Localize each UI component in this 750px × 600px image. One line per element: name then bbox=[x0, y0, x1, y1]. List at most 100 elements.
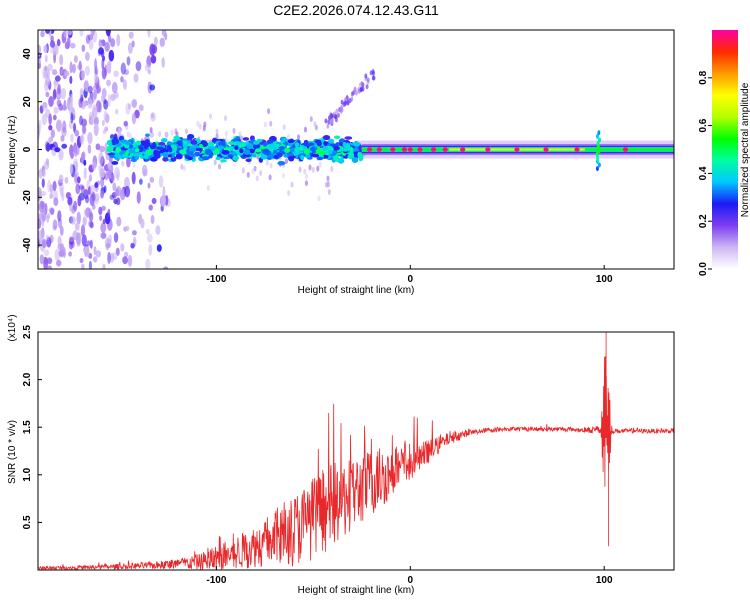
spectrogram-noise-blob bbox=[102, 264, 106, 269]
spectrogram-noise-blob bbox=[141, 164, 148, 177]
spectrogram-noise-blob bbox=[107, 251, 111, 264]
spectrogram-noise-blob bbox=[224, 130, 228, 137]
spectrogram-noise-blob bbox=[135, 61, 142, 72]
spectrogram-noise-blob bbox=[52, 88, 57, 101]
snr-plot-area bbox=[38, 332, 674, 570]
spectrogram-noise-blob bbox=[95, 250, 102, 258]
figure-title: C2E2.2026.074.12.43.G11 bbox=[273, 2, 439, 18]
spectrogram-noise-blob bbox=[85, 34, 91, 44]
spectrogram-noise-blob bbox=[145, 228, 150, 235]
spectrogram-ylabel: Frequency (Hz) bbox=[7, 116, 18, 185]
spectrogram-noise-blob bbox=[72, 230, 78, 241]
spectrogram-noise-blob bbox=[198, 123, 202, 130]
spectrogram-noise-blob bbox=[79, 115, 83, 126]
spectrogram-noise-blob bbox=[49, 40, 56, 48]
spectrogram-noise-blob bbox=[149, 84, 156, 91]
spectrogram-ytick-label: 0 bbox=[22, 146, 33, 152]
colorbar-gradient bbox=[712, 30, 738, 269]
spectrogram-band-blob bbox=[173, 135, 180, 140]
spectrogram-band-blob bbox=[253, 140, 259, 145]
spectrogram-noise-blob bbox=[148, 204, 153, 211]
spectrogram-noise-blob bbox=[91, 161, 97, 171]
spectrogram-noise-blob bbox=[38, 212, 42, 221]
spectrogram-drift-blob bbox=[333, 114, 337, 120]
spectrogram-noise-blob bbox=[52, 114, 57, 121]
spectrogram-noise-blob bbox=[113, 232, 119, 243]
spectrogram-noise-blob bbox=[163, 266, 169, 269]
spectrogram-noise-blob bbox=[70, 133, 74, 143]
spectrogram-band-blob bbox=[304, 153, 311, 159]
spectrogram-noise-blob bbox=[158, 175, 164, 188]
spectrogram-band-blob bbox=[344, 136, 353, 140]
spectrogram-band-blob bbox=[357, 151, 362, 158]
spectrogram-noise-blob bbox=[126, 56, 131, 66]
spectrogram-noise-blob bbox=[74, 173, 78, 184]
spectrogram-noise-blob bbox=[138, 104, 144, 112]
spectrogram-noise-blob bbox=[146, 233, 153, 243]
spectrogram-noise-blob bbox=[127, 42, 133, 54]
spectrogram-noise-blob bbox=[131, 99, 138, 108]
spectrogram-band-blob bbox=[327, 149, 333, 155]
spectrogram-noise-blob bbox=[38, 119, 42, 130]
spectrogram-noise-blob bbox=[45, 142, 51, 152]
spectrogram-band-blob bbox=[307, 142, 315, 147]
spectrogram-noise-blob bbox=[60, 135, 65, 142]
spectrogram-noise-blob bbox=[88, 260, 93, 269]
spectrogram-noise-blob bbox=[38, 58, 41, 69]
spectrogram-noise-blob bbox=[62, 120, 67, 133]
spectrogram-noise-blob bbox=[43, 44, 48, 54]
spectrogram-noise-blob bbox=[40, 201, 45, 210]
spectrogram-noise-blob bbox=[70, 112, 74, 124]
spectrogram-peak-dot bbox=[442, 147, 448, 152]
spectrogram-band-blob bbox=[115, 147, 122, 153]
spectrogram-noise-blob bbox=[100, 177, 105, 188]
spectrogram-noise-blob bbox=[83, 246, 90, 258]
spectrogram-noise-blob bbox=[109, 134, 115, 140]
spectrogram-noise-blob bbox=[61, 143, 68, 149]
spectrogram-noise-blob bbox=[149, 131, 155, 138]
spectrogram-band-blob bbox=[304, 148, 310, 155]
spectrogram-noise-blob bbox=[39, 254, 45, 265]
spectrogram-band-blob bbox=[145, 149, 152, 153]
spectrogram-marks bbox=[38, 30, 674, 269]
spectrogram-noise-blob bbox=[232, 127, 236, 134]
spectrogram-noise-blob bbox=[203, 121, 207, 128]
spectrogram-noise-blob bbox=[209, 113, 213, 120]
spectrogram-noise-blob bbox=[123, 120, 128, 127]
spectrogram-noise-blob bbox=[136, 191, 141, 204]
spectrogram-noise-blob bbox=[151, 44, 158, 54]
spectrogram-noise-blob bbox=[41, 208, 47, 222]
spectrogram-band-blob bbox=[124, 151, 129, 156]
spectrogram-noise-blob bbox=[86, 240, 91, 246]
spectrogram-noise-blob bbox=[139, 178, 143, 185]
spectrogram-noise-blob bbox=[150, 54, 157, 64]
spectrogram-band-blob bbox=[314, 148, 321, 155]
spectrogram-ytick-label: 20 bbox=[22, 96, 33, 108]
colorbar-tick-label: 0.0 bbox=[698, 262, 709, 276]
spectrogram-noise-blob bbox=[80, 224, 86, 236]
spectrogram-noise-blob bbox=[122, 256, 128, 265]
spectrogram-noise-blob bbox=[53, 106, 59, 114]
spectrogram-band-blob bbox=[135, 140, 142, 146]
spectrogram-spike bbox=[597, 130, 601, 136]
spectrogram-noise-blob bbox=[74, 222, 80, 231]
colorbar-tick-label: 0.4 bbox=[698, 166, 709, 180]
spectrogram-noise-blob bbox=[284, 158, 288, 165]
spectrogram-noise-blob bbox=[99, 215, 103, 221]
spectrogram-noise-blob bbox=[74, 129, 80, 137]
spectrogram-noise-blob bbox=[81, 263, 85, 269]
spectrogram-band-blob bbox=[234, 145, 239, 151]
spectrogram-noise-blob bbox=[133, 73, 139, 83]
colorbar: 0.0 0.2 0.4 0.6 0.8 Normalized spectral ampl… bbox=[698, 30, 750, 276]
spectrogram-noise-blob bbox=[124, 176, 130, 190]
spectrogram-noise-blob bbox=[68, 251, 72, 257]
spectrogram-noise-blob bbox=[84, 65, 91, 76]
spectrogram-noise-blob bbox=[165, 194, 169, 206]
spectrogram-noise-blob bbox=[160, 194, 166, 207]
spectrogram-band-blob bbox=[288, 155, 295, 162]
spectrogram-noise-blob bbox=[69, 203, 74, 212]
snr-ylabel: SNR (10 * v/v) bbox=[7, 420, 18, 484]
spectrogram-band-blob bbox=[124, 140, 132, 145]
spectrogram-noise-blob bbox=[105, 30, 111, 37]
spectrogram-band-blob bbox=[238, 144, 245, 148]
